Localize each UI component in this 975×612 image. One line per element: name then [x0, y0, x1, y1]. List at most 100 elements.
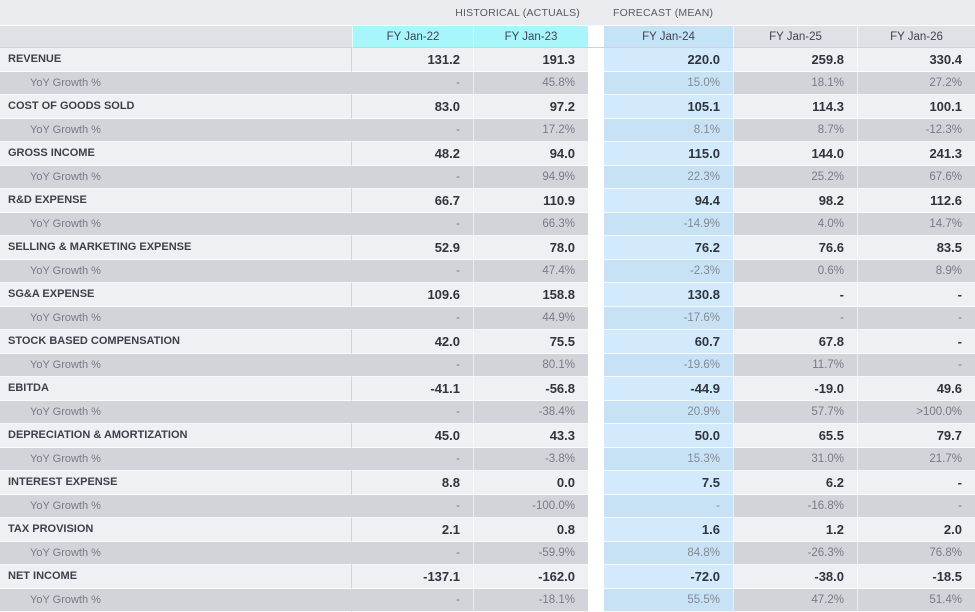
- historical-group-header: HISTORICAL (ACTUALS): [0, 0, 588, 26]
- yoy-growth-row: YoY Growth % - -59.9% 84.8% -26.3% 76.8%: [0, 541, 975, 565]
- forecast-group-header: FORECAST (MEAN): [604, 0, 975, 26]
- cell-fy-jan-26: 112.6: [857, 189, 975, 213]
- row-label: YoY Growth %: [0, 588, 352, 612]
- row-label: YoY Growth %: [0, 447, 352, 471]
- cell-fy-jan-22: -41.1: [352, 377, 473, 401]
- row-label: R&D EXPENSE: [0, 189, 352, 213]
- metric-row: DEPRECIATION & AMORTIZATION 45.0 43.3 50.0 6…: [0, 424, 975, 448]
- cell-fy-jan-22: -: [352, 165, 473, 189]
- cell-fy-jan-22: -: [352, 494, 473, 518]
- row-label: YoY Growth %: [0, 165, 352, 189]
- cell-fy-jan-26: 21.7%: [857, 447, 975, 471]
- cell-fy-jan-26: 2.0: [857, 518, 975, 542]
- cell-fy-jan-26: 14.7%: [857, 212, 975, 236]
- cell-fy-jan-26: -18.5: [857, 565, 975, 589]
- cell-fy-jan-25: 98.2: [733, 189, 857, 213]
- cell-fy-jan-26: 79.7: [857, 424, 975, 448]
- cell-fy-jan-23: -59.9%: [473, 541, 588, 565]
- cell-fy-jan-24: 130.8: [604, 283, 733, 307]
- section-divider: [588, 165, 604, 189]
- section-divider: [588, 400, 604, 424]
- cell-fy-jan-26: -: [857, 494, 975, 518]
- cell-fy-jan-24: 7.5: [604, 471, 733, 495]
- cell-fy-jan-25: 144.0: [733, 142, 857, 166]
- cell-fy-jan-22: 42.0: [352, 330, 473, 354]
- yoy-growth-row: YoY Growth % -44.9% -17.6% - -: [0, 306, 975, 330]
- yoy-growth-row: YoY Growth % -94.9% 22.3% 25.2% 67.6%: [0, 165, 975, 189]
- cell-fy-jan-24: 76.2: [604, 236, 733, 260]
- section-divider: [588, 541, 604, 565]
- row-label: DEPRECIATION & AMORTIZATION: [0, 424, 352, 448]
- cell-fy-jan-26: -12.3%: [857, 118, 975, 142]
- cell-fy-jan-24: -44.9: [604, 377, 733, 401]
- section-divider: [588, 212, 604, 236]
- column-header-fy-jan-22: FY Jan-22: [352, 26, 473, 48]
- cell-fy-jan-25: 0.6%: [733, 259, 857, 283]
- cell-fy-jan-23: 94.9%: [473, 165, 588, 189]
- row-label: EBITDA: [0, 377, 352, 401]
- cell-fy-jan-22: 48.2: [352, 142, 473, 166]
- metric-row: NET INCOME -137.1 -162.0 -72.0 -38.0 -18.5: [0, 565, 975, 589]
- cell-fy-jan-25: -: [733, 306, 857, 330]
- cell-fy-jan-23: -162.0: [473, 565, 588, 589]
- cell-fy-jan-26: 49.6: [857, 377, 975, 401]
- metric-row: REVENUE 131.2 191.3 220.0 259.8 330.4: [0, 48, 975, 72]
- metric-row: TAX PROVISION 2.1 0.8 1.6 1.2 2.0: [0, 518, 975, 542]
- cell-fy-jan-23: 110.9: [473, 189, 588, 213]
- cell-fy-jan-22: 2.1: [352, 518, 473, 542]
- cell-fy-jan-26: 330.4: [857, 48, 975, 72]
- cell-fy-jan-23: 0.0: [473, 471, 588, 495]
- cell-fy-jan-26: >100.0%: [857, 400, 975, 424]
- cell-fy-jan-25: 259.8: [733, 48, 857, 72]
- cell-fy-jan-24: -2.3%: [604, 259, 733, 283]
- section-divider: [588, 588, 604, 612]
- row-label: YoY Growth %: [0, 259, 352, 283]
- cell-fy-jan-23: 66.3%: [473, 212, 588, 236]
- cell-fy-jan-22: -: [352, 353, 473, 377]
- cell-fy-jan-22: 8.8: [352, 471, 473, 495]
- row-label-header: [0, 26, 352, 48]
- section-divider: [588, 236, 604, 260]
- cell-fy-jan-26: -: [857, 353, 975, 377]
- section-divider: [588, 259, 604, 283]
- section-divider: [588, 565, 604, 589]
- cell-fy-jan-22: -: [352, 447, 473, 471]
- cell-fy-jan-25: -19.0: [733, 377, 857, 401]
- section-divider: [588, 494, 604, 518]
- cell-fy-jan-25: -38.0: [733, 565, 857, 589]
- cell-fy-jan-25: -26.3%: [733, 541, 857, 565]
- cell-fy-jan-22: -: [352, 71, 473, 95]
- row-label: STOCK BASED COMPENSATION: [0, 330, 352, 354]
- row-label: YoY Growth %: [0, 400, 352, 424]
- cell-fy-jan-24: -14.9%: [604, 212, 733, 236]
- cell-fy-jan-26: 241.3: [857, 142, 975, 166]
- cell-fy-jan-23: -18.1%: [473, 588, 588, 612]
- cell-fy-jan-24: 94.4: [604, 189, 733, 213]
- cell-fy-jan-25: 6.2: [733, 471, 857, 495]
- yoy-growth-row: YoY Growth % - -38.4% 20.9% 57.7% >100.0%: [0, 400, 975, 424]
- cell-fy-jan-22: -: [352, 541, 473, 565]
- cell-fy-jan-24: -72.0: [604, 565, 733, 589]
- metric-row: R&D EXPENSE 66.7 110.9 94.4 98.2 112.6: [0, 189, 975, 213]
- cell-fy-jan-25: 11.7%: [733, 353, 857, 377]
- cell-fy-jan-24: 15.0%: [604, 71, 733, 95]
- section-divider: [588, 48, 604, 72]
- metric-row: INTEREST EXPENSE 8.8 0.0 7.5 6.2-: [0, 471, 975, 495]
- cell-fy-jan-24: 105.1: [604, 95, 733, 119]
- metric-row: COST OF GOODS SOLD 83.0 97.2 105.1 114.3 100.…: [0, 95, 975, 119]
- cell-fy-jan-22: -: [352, 588, 473, 612]
- cell-fy-jan-26: 83.5: [857, 236, 975, 260]
- cell-fy-jan-23: 44.9%: [473, 306, 588, 330]
- cell-fy-jan-24: 22.3%: [604, 165, 733, 189]
- cell-fy-jan-23: -38.4%: [473, 400, 588, 424]
- cell-fy-jan-22: -: [352, 306, 473, 330]
- row-label: SELLING & MARKETING EXPENSE: [0, 236, 352, 260]
- row-label: YoY Growth %: [0, 494, 352, 518]
- section-divider: [588, 71, 604, 95]
- column-header-row: FY Jan-22 FY Jan-23 FY Jan-24 FY Jan-25 …: [0, 26, 975, 48]
- cell-fy-jan-22: 52.9: [352, 236, 473, 260]
- cell-fy-jan-25: 8.7%: [733, 118, 857, 142]
- row-label: YoY Growth %: [0, 212, 352, 236]
- cell-fy-jan-24: 8.1%: [604, 118, 733, 142]
- cell-fy-jan-22: 109.6: [352, 283, 473, 307]
